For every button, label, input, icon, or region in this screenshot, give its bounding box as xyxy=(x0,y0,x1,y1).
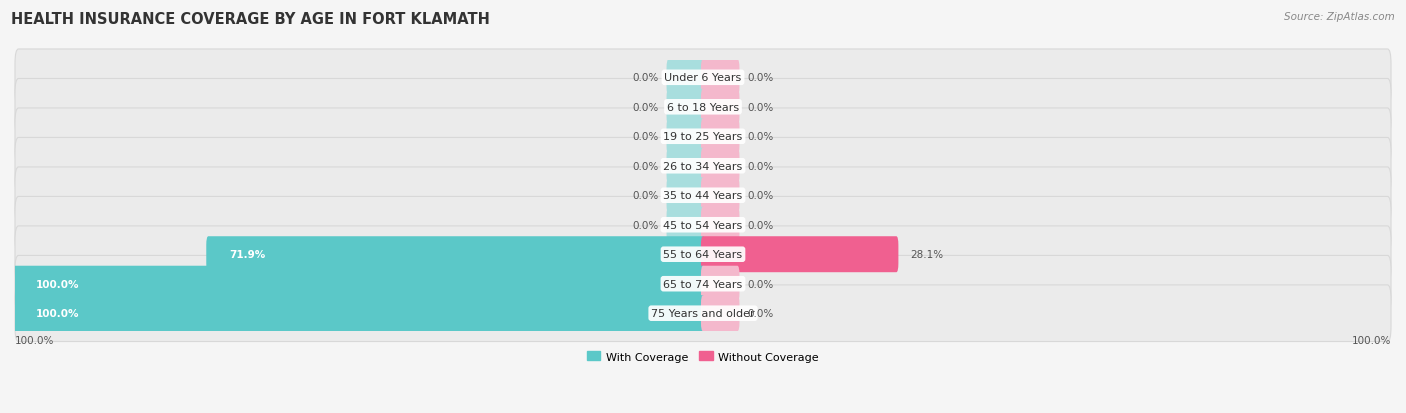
FancyBboxPatch shape xyxy=(15,50,1391,106)
Text: 6 to 18 Years: 6 to 18 Years xyxy=(666,102,740,112)
FancyBboxPatch shape xyxy=(702,295,740,331)
Text: 0.0%: 0.0% xyxy=(748,309,773,318)
Text: 100.0%: 100.0% xyxy=(35,309,79,318)
FancyBboxPatch shape xyxy=(666,90,704,126)
FancyBboxPatch shape xyxy=(666,178,704,214)
FancyBboxPatch shape xyxy=(666,148,704,184)
Text: 0.0%: 0.0% xyxy=(748,102,773,112)
Text: 35 to 44 Years: 35 to 44 Years xyxy=(664,191,742,201)
Text: 0.0%: 0.0% xyxy=(633,220,658,230)
FancyBboxPatch shape xyxy=(207,237,704,273)
Text: 0.0%: 0.0% xyxy=(748,279,773,289)
FancyBboxPatch shape xyxy=(702,148,740,184)
Text: Under 6 Years: Under 6 Years xyxy=(665,73,741,83)
Text: 28.1%: 28.1% xyxy=(910,249,943,260)
Text: 45 to 54 Years: 45 to 54 Years xyxy=(664,220,742,230)
Legend: With Coverage, Without Coverage: With Coverage, Without Coverage xyxy=(582,347,824,366)
Text: 0.0%: 0.0% xyxy=(633,132,658,142)
Text: 65 to 74 Years: 65 to 74 Years xyxy=(664,279,742,289)
FancyBboxPatch shape xyxy=(15,197,1391,254)
FancyBboxPatch shape xyxy=(13,266,704,302)
Text: 0.0%: 0.0% xyxy=(748,220,773,230)
Text: 26 to 34 Years: 26 to 34 Years xyxy=(664,161,742,171)
Text: 0.0%: 0.0% xyxy=(748,161,773,171)
Text: 0.0%: 0.0% xyxy=(748,73,773,83)
FancyBboxPatch shape xyxy=(15,256,1391,312)
Text: 0.0%: 0.0% xyxy=(633,191,658,201)
Text: 71.9%: 71.9% xyxy=(229,249,266,260)
FancyBboxPatch shape xyxy=(15,138,1391,195)
FancyBboxPatch shape xyxy=(666,119,704,155)
FancyBboxPatch shape xyxy=(13,295,704,331)
Text: Source: ZipAtlas.com: Source: ZipAtlas.com xyxy=(1284,12,1395,22)
Text: 19 to 25 Years: 19 to 25 Years xyxy=(664,132,742,142)
FancyBboxPatch shape xyxy=(702,237,898,273)
FancyBboxPatch shape xyxy=(702,207,740,243)
FancyBboxPatch shape xyxy=(15,168,1391,224)
FancyBboxPatch shape xyxy=(702,178,740,214)
Text: 0.0%: 0.0% xyxy=(748,132,773,142)
Text: 100.0%: 100.0% xyxy=(15,335,55,346)
FancyBboxPatch shape xyxy=(702,60,740,96)
FancyBboxPatch shape xyxy=(702,119,740,155)
Text: 100.0%: 100.0% xyxy=(35,279,79,289)
Text: 0.0%: 0.0% xyxy=(633,161,658,171)
FancyBboxPatch shape xyxy=(15,285,1391,342)
FancyBboxPatch shape xyxy=(666,60,704,96)
Text: 100.0%: 100.0% xyxy=(1351,335,1391,346)
FancyBboxPatch shape xyxy=(666,207,704,243)
FancyBboxPatch shape xyxy=(15,79,1391,136)
Text: 75 Years and older: 75 Years and older xyxy=(651,309,755,318)
Text: 0.0%: 0.0% xyxy=(633,73,658,83)
Text: 0.0%: 0.0% xyxy=(748,191,773,201)
FancyBboxPatch shape xyxy=(15,226,1391,283)
Text: 0.0%: 0.0% xyxy=(633,102,658,112)
Text: 55 to 64 Years: 55 to 64 Years xyxy=(664,249,742,260)
FancyBboxPatch shape xyxy=(15,109,1391,165)
FancyBboxPatch shape xyxy=(702,266,740,302)
Text: HEALTH INSURANCE COVERAGE BY AGE IN FORT KLAMATH: HEALTH INSURANCE COVERAGE BY AGE IN FORT… xyxy=(11,12,491,27)
FancyBboxPatch shape xyxy=(702,90,740,126)
